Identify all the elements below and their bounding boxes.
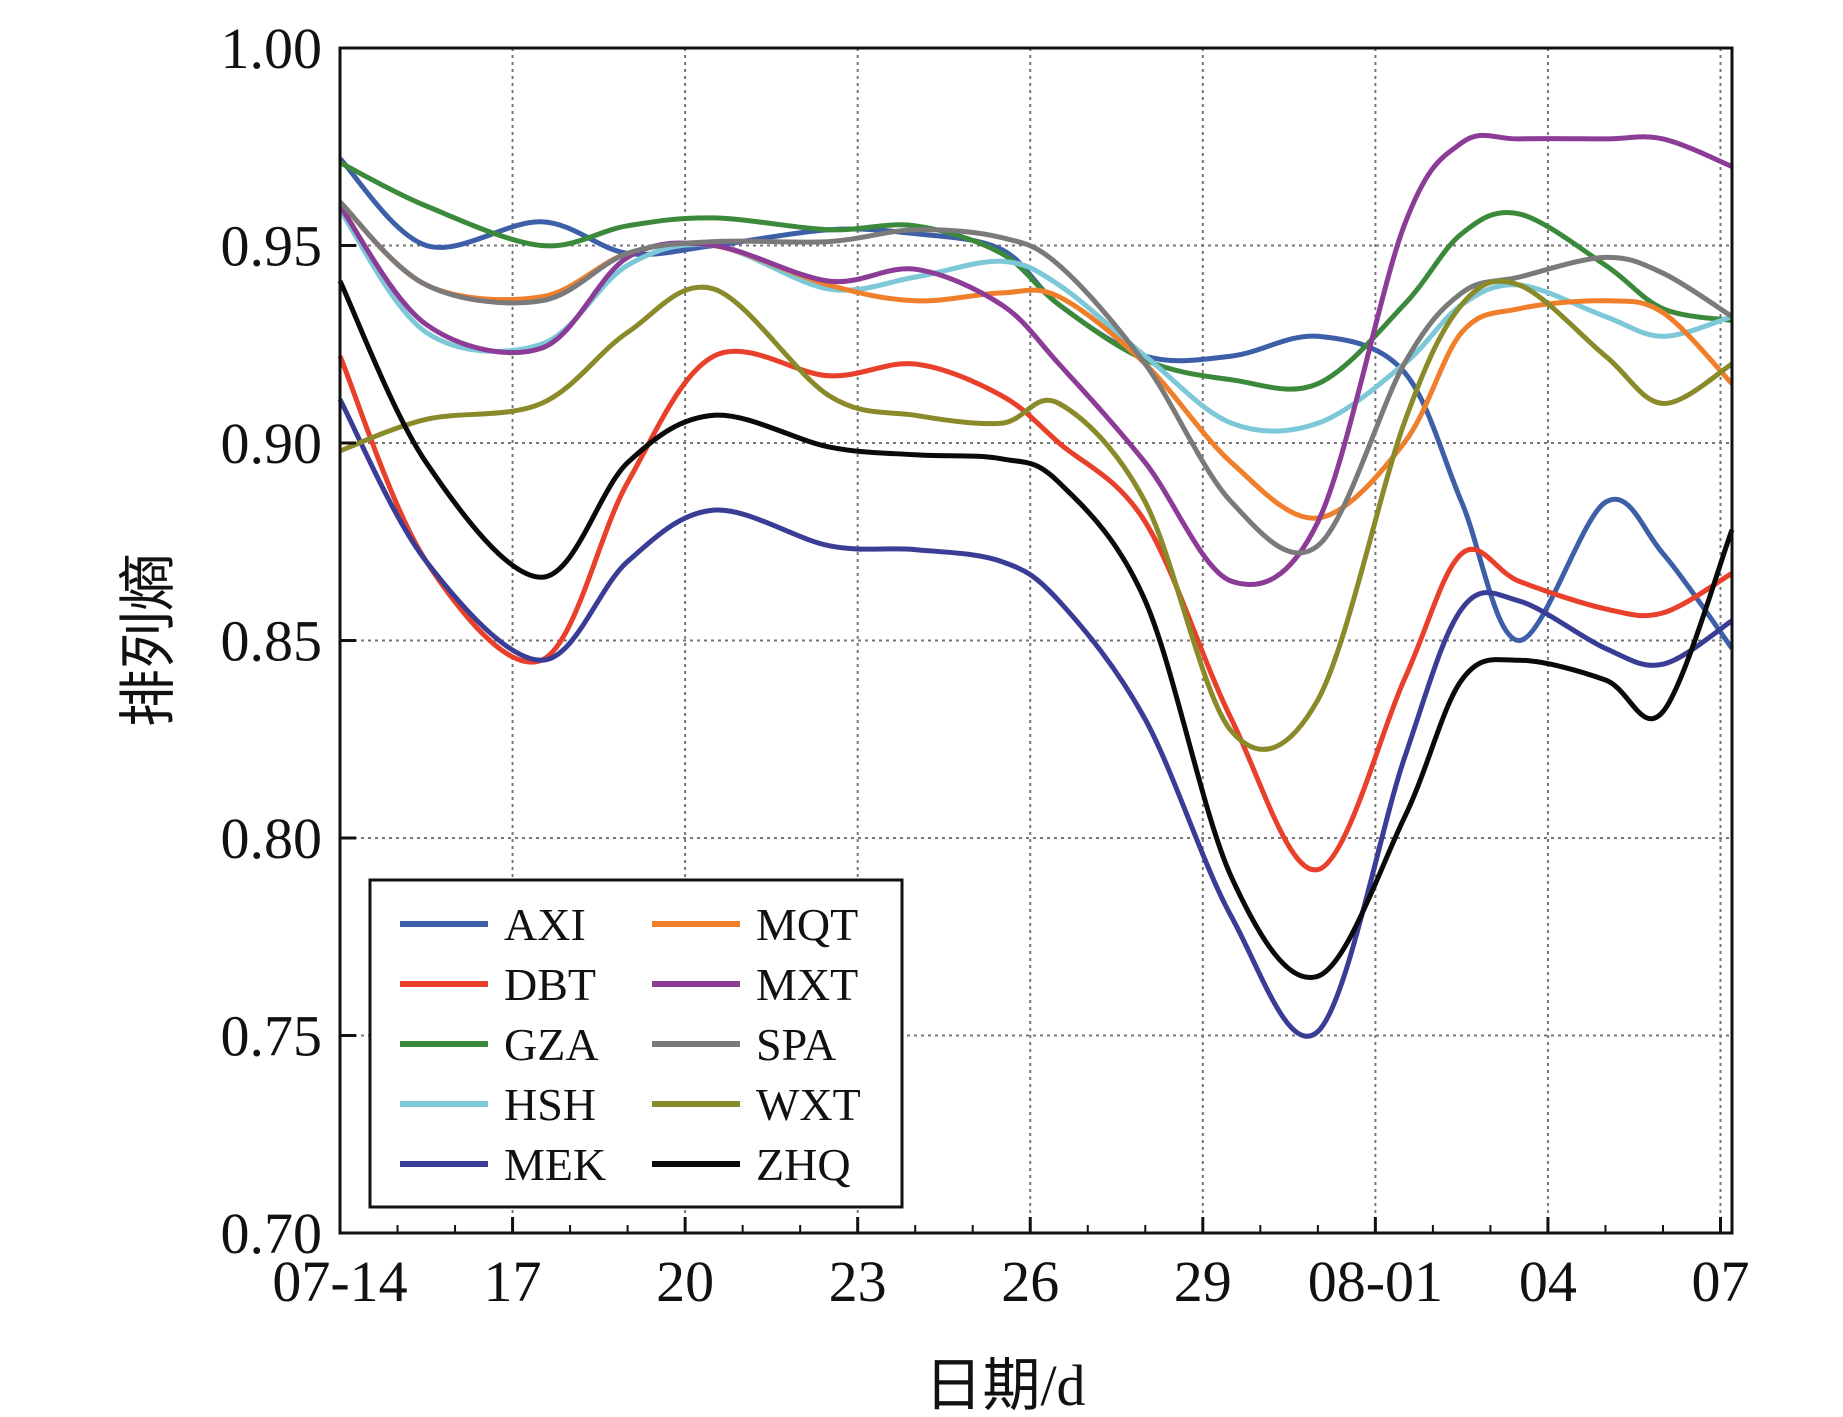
series-line-zhq — [337, 280, 1735, 980]
x-tick-label: 07-14 — [272, 1249, 407, 1314]
x-tick-label: 29 — [1174, 1249, 1232, 1314]
legend-label-spa: SPA — [756, 1019, 836, 1070]
series-line-mxt — [337, 132, 1733, 587]
x-tick-label: 04 — [1519, 1249, 1577, 1314]
y-tick-label: 0.90 — [221, 411, 323, 476]
y-tick-label: 0.75 — [221, 1004, 323, 1069]
axis-ticks: 07-14 17 20 23 26 29 08-01 04 07 0.70 0.75 0.80 0.85… — [221, 16, 1750, 1314]
series-line-mek — [337, 398, 1734, 1039]
series-line-dbt — [337, 348, 1734, 873]
legend-label-gza: GZA — [504, 1019, 599, 1070]
x-tick-label: 26 — [1001, 1249, 1059, 1314]
x-tick-label: 07 — [1691, 1249, 1749, 1314]
legend-label-zhq: ZHQ — [756, 1139, 851, 1190]
series-line-spa — [338, 200, 1734, 556]
x-tick-label: 08-01 — [1308, 1249, 1443, 1314]
x-axis-label: 日期/d — [924, 1353, 1085, 1417]
legend-label-wxt: WXT — [756, 1079, 861, 1130]
legend: AXI DBT GZA HSH MEK MQT MXT SPA WXT ZHQ — [368, 878, 904, 1209]
x-tick-label: 20 — [656, 1249, 714, 1314]
series-line-wxt — [339, 278, 1734, 752]
legend-label-mek: MEK — [504, 1139, 606, 1190]
legend-label-dbt: DBT — [504, 959, 596, 1010]
series-lines — [337, 132, 1735, 1039]
legend-label-axi: AXI — [504, 899, 586, 950]
y-axis-label: 排列熵 — [116, 553, 181, 727]
legend-label-mqt: MQT — [756, 899, 858, 950]
y-tick-label: 0.85 — [221, 609, 323, 674]
x-tick-label: 17 — [484, 1249, 542, 1314]
y-tick-label: 1.00 — [221, 16, 323, 81]
series-line-gza — [338, 160, 1733, 392]
y-tick-label: 0.70 — [221, 1201, 323, 1266]
y-tick-label: 0.80 — [221, 806, 323, 871]
legend-label-mxt: MXT — [756, 959, 858, 1010]
y-tick-label: 0.95 — [221, 214, 323, 279]
legend-label-hsh: HSH — [504, 1079, 596, 1130]
x-tick-label: 23 — [829, 1249, 887, 1314]
